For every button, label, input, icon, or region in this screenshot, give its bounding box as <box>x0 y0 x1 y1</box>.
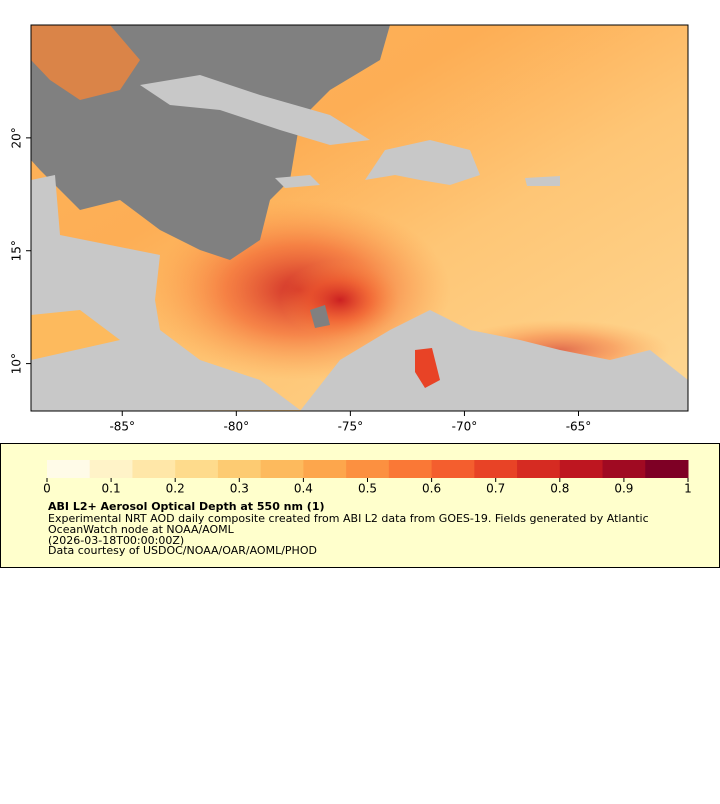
legend-line: (2026-03-18T00:00:00Z) <box>48 534 184 547</box>
colorbar-tick-label: 0.9 <box>614 482 633 496</box>
y-tick-label: 20° <box>10 127 24 148</box>
colorbar-swatch <box>132 460 176 478</box>
colorbar-swatch <box>260 460 304 478</box>
colorbar-tick-label: 0.5 <box>358 482 377 496</box>
colorbar-tick-label: 1 <box>684 482 692 496</box>
colorbar-swatch <box>474 460 518 478</box>
colorbar-swatch <box>431 460 475 478</box>
colorbar-swatch <box>89 460 133 478</box>
colorbar-tick-label: 0.8 <box>550 482 569 496</box>
colorbar-tick-label: 0.3 <box>230 482 249 496</box>
colorbar-tick-label: 0 <box>43 482 51 496</box>
legend-line: Data courtesy of USDOC/NOAA/OAR/AOML/PHO… <box>48 544 317 557</box>
colorbar-swatch <box>175 460 219 478</box>
map-frame <box>30 24 689 412</box>
colorbar-swatch <box>388 460 433 478</box>
colorbar-swatch <box>47 460 91 478</box>
x-tick-label: -70° <box>452 420 478 434</box>
map-image <box>31 25 688 411</box>
x-tick-label: -65° <box>566 420 592 434</box>
colorbar-swatch <box>346 460 390 478</box>
legend-title: ABI L2+ Aerosol Optical Depth at 550 nm … <box>48 500 325 513</box>
colorbar-swatch <box>217 460 262 478</box>
colorbar-swatch <box>645 460 689 478</box>
y-tick-label: 10° <box>10 353 24 374</box>
colorbar-swatch <box>517 460 561 478</box>
colorbar-tick-label: 0.7 <box>486 482 505 496</box>
y-tick-label: 15° <box>10 240 24 261</box>
colorbar-swatch <box>303 460 347 478</box>
colorbar-swatch <box>602 460 646 478</box>
axes: -85° -80° -75° -70° -65° 10° 15° 20° <box>10 127 592 433</box>
colorbar-swatch <box>559 460 604 478</box>
legend-line: Experimental NRT AOD daily composite cre… <box>48 512 649 525</box>
x-tick-label: -85° <box>109 420 135 434</box>
colorbar-tick-label: 0.6 <box>422 482 441 496</box>
colorbar-tick-label: 0.4 <box>294 482 313 496</box>
colorbar-tick-label: 0.2 <box>166 482 185 496</box>
legend-line: OceanWatch node at NOAA/AOML <box>48 523 235 536</box>
x-tick-label: -75° <box>338 420 364 434</box>
colorbar-tick-label: 0.1 <box>102 482 121 496</box>
x-tick-label: -80° <box>224 420 250 434</box>
colorbar: 0 0.1 0.2 0.3 0.4 0.5 0.6 0.7 0.8 0.9 1 <box>43 460 692 496</box>
